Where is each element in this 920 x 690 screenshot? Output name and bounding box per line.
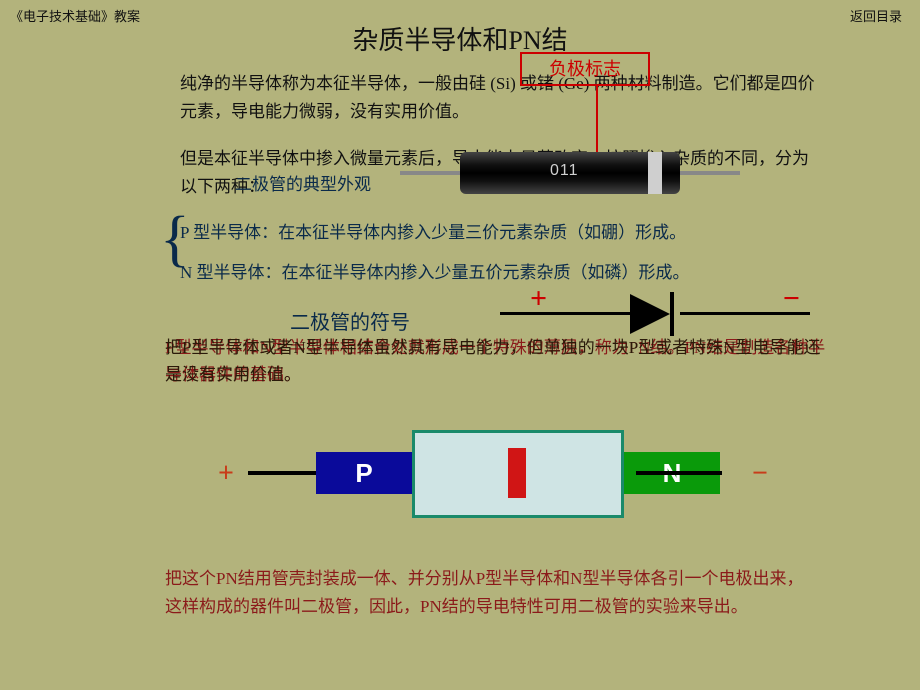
p-type-definition: P 型半导体：在本征半导体内掺入少量三价元素杂质（如硼）形成。 <box>180 218 686 243</box>
symbol-cathode-bar <box>670 292 674 336</box>
pn-lead-right <box>636 471 722 475</box>
callout-leader-line <box>596 86 598 154</box>
page-title: 杂质半导体和PN结 <box>0 20 920 57</box>
pn-junction-bar <box>508 448 526 498</box>
pn-plus: + <box>218 458 234 490</box>
symbol-plus: + <box>530 282 547 316</box>
pn-minus: − <box>752 458 768 490</box>
diode-lead-right <box>680 171 740 175</box>
pn-p-block: P <box>316 452 412 494</box>
diode-lead-left <box>400 171 460 175</box>
diode-physical-illustration: 011 <box>430 152 710 194</box>
diode-body: 011 <box>460 152 680 194</box>
diode-schematic-symbol: + − <box>500 290 820 340</box>
diode-cathode-band <box>648 152 662 194</box>
n-type-definition: N 型半导体：在本征半导体内掺入少量五价元素杂质（如磷）形成。 <box>180 258 690 283</box>
overlap-layer-dark: 把P型半导体或者N型半导体虽然具有导电能力，但单独的一块P型或者特殊N型电导能还… <box>165 334 835 388</box>
cathode-mark-callout: 负极标志 <box>520 52 650 86</box>
diode-appearance-label: 二极管的典型外观 <box>235 170 371 195</box>
bottom-paragraph: 把这个PN结用管壳封装成一体、并分别从P型半导体和N型半导体各引一个电极出来，这… <box>165 565 805 621</box>
symbol-triangle <box>630 294 670 334</box>
diode-symbol-label: 二极管的符号 <box>290 306 410 335</box>
diode-marking-text: 011 <box>550 162 579 180</box>
pn-junction-diagram: + P N − <box>220 430 740 518</box>
symbol-minus: − <box>783 282 800 316</box>
symbol-wire-left <box>500 312 630 315</box>
paragraph-intro-1: 纯净的半导体称为本征半导体，一般由硅 (Si) 或锗 (Ge) 两种材料制造。它… <box>180 70 820 126</box>
